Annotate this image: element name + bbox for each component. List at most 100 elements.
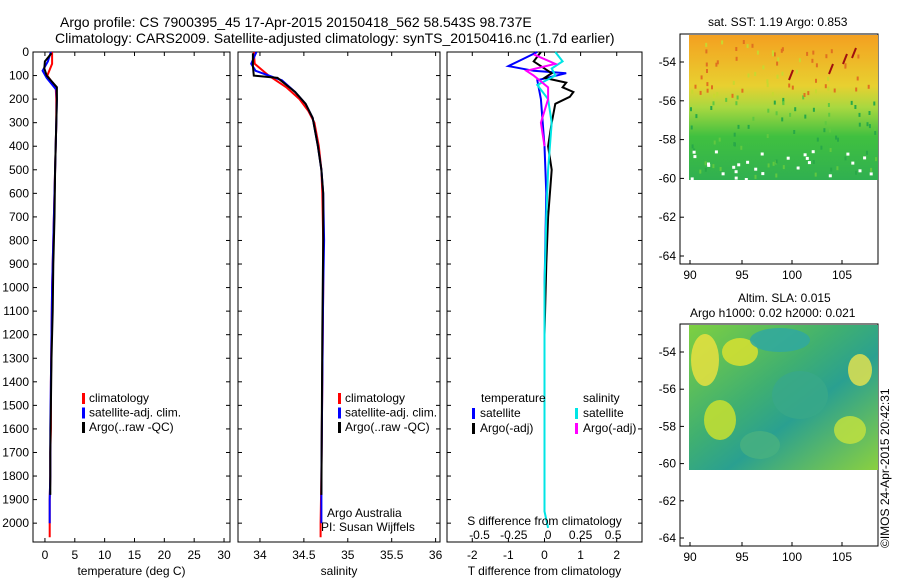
- sst-map-warm-streak: [828, 63, 834, 75]
- sst-map-speckle: [706, 88, 709, 93]
- sst-map-speckle: [733, 142, 736, 147]
- sst-map-speckle: [844, 156, 847, 161]
- depth-tick-label: 1500: [2, 398, 29, 412]
- sst-map-gap: [714, 150, 718, 154]
- profile-plot-area: 0100200300400500600700800900100011001200…: [2, 45, 643, 578]
- sst-map-speckle: [827, 76, 830, 81]
- temperature-xtick-label: 30: [217, 548, 231, 562]
- salinity-xlabel: salinity: [321, 564, 358, 578]
- map-xtick-label: 100: [782, 268, 802, 282]
- sst-map-speckle: [829, 148, 832, 152]
- sst-map-speckle: [752, 116, 755, 121]
- sst-map-speckle: [746, 44, 749, 49]
- salinity-series-line: [251, 53, 325, 495]
- difference-series-line: [532, 51, 575, 495]
- salinity-xtick-label: 35: [341, 548, 355, 562]
- sst-map-speckle: [754, 72, 757, 76]
- panel-difference: -2 -1 0 1 2 T difference from climatology temp…: [446, 51, 643, 578]
- sst-map-speckle: [735, 101, 738, 106]
- diff-legend-title: temperature: [481, 391, 546, 405]
- sst-map-speckle: [837, 137, 839, 142]
- sst-map-speckle: [827, 86, 830, 91]
- sst-map-speckle: [731, 93, 734, 98]
- sst-map-speckle: [804, 114, 807, 119]
- sst-map-warm-streak: [842, 53, 848, 65]
- map-ytick-label: -54: [659, 345, 677, 359]
- diff-xtick2-label: 0: [545, 528, 552, 542]
- sst-map-speckle: [716, 92, 719, 97]
- sst-map-speckle: [740, 145, 743, 150]
- map-ytick-label: -56: [659, 94, 677, 108]
- sst-map-panel: sat. SST: 1.19 Argo: 0.853: [659, 15, 879, 282]
- sla-map-blob: [740, 431, 780, 459]
- sst-map-speckle: [793, 130, 796, 134]
- sst-map-speckle: [704, 161, 707, 166]
- sst-map-speckle: [713, 93, 715, 98]
- sst-map-speckle: [762, 65, 765, 70]
- sst-map-speckle: [775, 159, 778, 164]
- sst-map-gap: [803, 153, 807, 157]
- sst-map-warm-streak: [788, 69, 794, 81]
- depth-tick-label: 0: [22, 45, 29, 59]
- sst-map-speckle: [690, 125, 693, 130]
- sst-map-speckle: [691, 89, 694, 94]
- temperature-legend-swatch: [82, 393, 85, 404]
- difference-series-line: [535, 51, 565, 529]
- sst-map-speckle: [794, 107, 797, 112]
- difference-xtick-label: 2: [613, 548, 620, 562]
- sst-map-speckle: [830, 49, 833, 54]
- sst-map-speckle: [751, 43, 754, 48]
- sst-map-speckle: [747, 124, 750, 129]
- depth-tick-label: 600: [9, 186, 29, 200]
- sst-map-speckle: [737, 124, 740, 129]
- depth-tick-label: 1600: [2, 422, 29, 436]
- sst-map-speckle: [820, 145, 823, 150]
- sst-map-speckle: [721, 40, 724, 45]
- diff-legend-swatch: [575, 423, 578, 434]
- salinity-xtick-label: 34: [253, 548, 267, 562]
- sst-map-speckle: [868, 124, 871, 129]
- map-ytick-label: -56: [659, 382, 677, 396]
- sst-map-speckle: [806, 51, 809, 56]
- sst-map-speckle: [815, 89, 817, 94]
- panel-temperature: 0100200300400500600700800900100011001200…: [2, 45, 231, 578]
- map-ytick-label: -62: [659, 210, 677, 224]
- sst-map-field: [689, 35, 878, 180]
- diff-legend-swatch: [575, 408, 578, 419]
- sst-map-gap: [828, 174, 832, 178]
- sst-map-speckle: [742, 40, 745, 44]
- temperature-legend-label: satellite-adj. clim.: [89, 406, 181, 420]
- sst-map-speckle: [815, 78, 817, 83]
- diff-legend-swatch: [472, 423, 475, 434]
- sst-map-speckle: [712, 164, 715, 169]
- sst-map-gap: [760, 152, 764, 156]
- sst-map-speckle: [705, 42, 708, 47]
- sst-map-gap: [721, 172, 725, 176]
- salinity-legend-label: climatology: [345, 391, 405, 405]
- sst-map-speckle: [766, 79, 769, 84]
- map-ytick-label: -60: [659, 171, 677, 185]
- sst-map-speckle: [705, 62, 708, 67]
- sst-map-gap: [846, 152, 850, 156]
- diff-legend-label: Argo(-adj): [480, 421, 533, 435]
- depth-tick-label: 200: [9, 92, 29, 106]
- depth-tick-label: 1900: [2, 493, 29, 507]
- sst-map-speckle: [767, 163, 770, 168]
- sst-map-speckle: [816, 137, 819, 142]
- map-xtick-label: 90: [683, 550, 697, 564]
- salinity-legend-label: Argo(..raw -QC): [345, 420, 430, 434]
- difference-xtick-label: -1: [503, 548, 514, 562]
- sst-map-speckle: [788, 83, 791, 88]
- temperature-series-line: [43, 52, 58, 495]
- sst-map-speckle: [854, 105, 857, 109]
- sst-map-speckle: [776, 61, 779, 66]
- sst-map-speckle: [772, 161, 775, 166]
- difference-xtick-label: 1: [577, 548, 584, 562]
- depth-tick-label: 1200: [2, 328, 29, 342]
- sst-map-speckle: [691, 144, 694, 149]
- sst-map-speckle: [776, 74, 779, 79]
- sst-map-speckle: [791, 85, 794, 90]
- sst-map-gap: [707, 163, 711, 167]
